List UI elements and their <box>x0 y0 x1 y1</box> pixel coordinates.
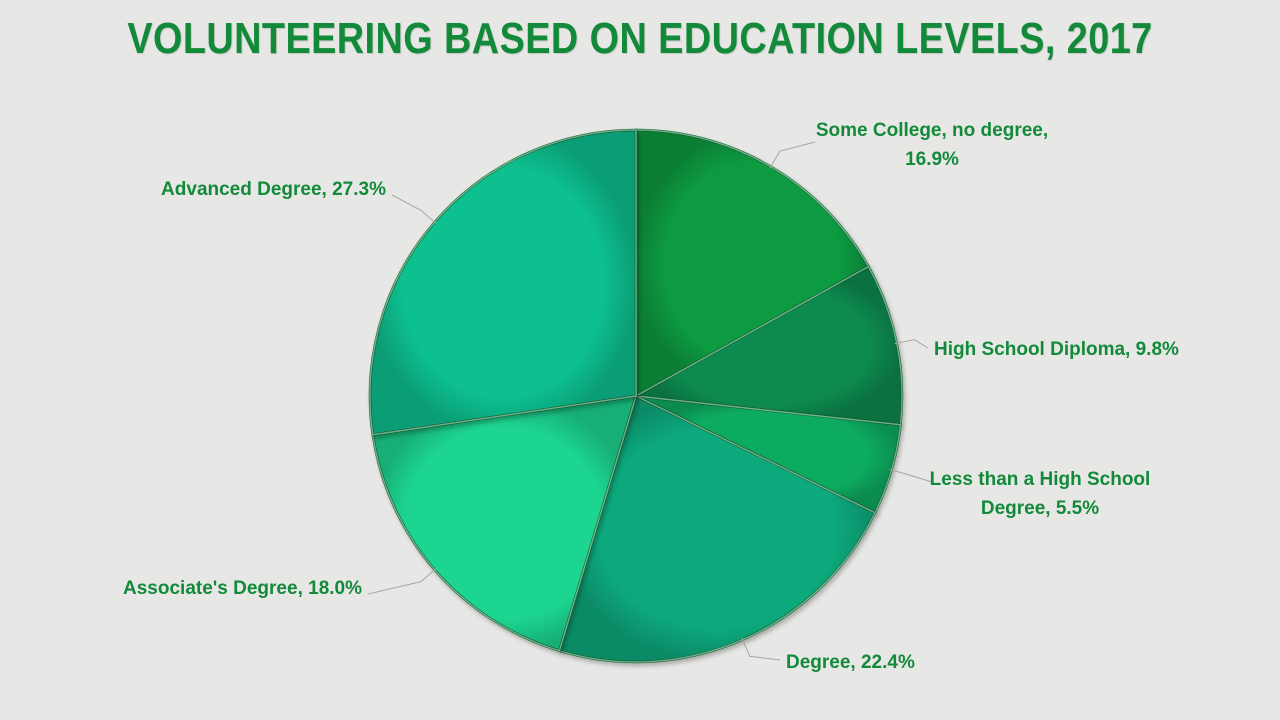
data-label-degree-22-4: Degree, 22.4% <box>786 652 915 673</box>
leader-line <box>391 194 437 224</box>
chart-title: VOLUNTEERING BASED ON EDUCATION LEVELS, … <box>127 14 1153 63</box>
leader-line <box>769 141 816 169</box>
data-label-some-college-no-degree-16-9: Some College, no degree, 16.9% <box>816 120 1048 170</box>
data-label-less-than-a-high-school-degree-5-5: Less than a High School Degree, 5.5% <box>930 469 1151 519</box>
pie-slice-bevel <box>369 129 637 436</box>
leader-line <box>741 637 781 661</box>
leader-line <box>367 568 437 595</box>
leader-line <box>894 339 929 349</box>
data-label-advanced-degree-27-3: Advanced Degree, 27.3% <box>161 179 386 200</box>
leader-line <box>889 468 933 483</box>
data-label-high-school-diploma-9-8: High School Diploma, 9.8% <box>934 339 1179 360</box>
data-label-associate-s-degree-18-0: Associate's Degree, 18.0% <box>123 578 362 599</box>
